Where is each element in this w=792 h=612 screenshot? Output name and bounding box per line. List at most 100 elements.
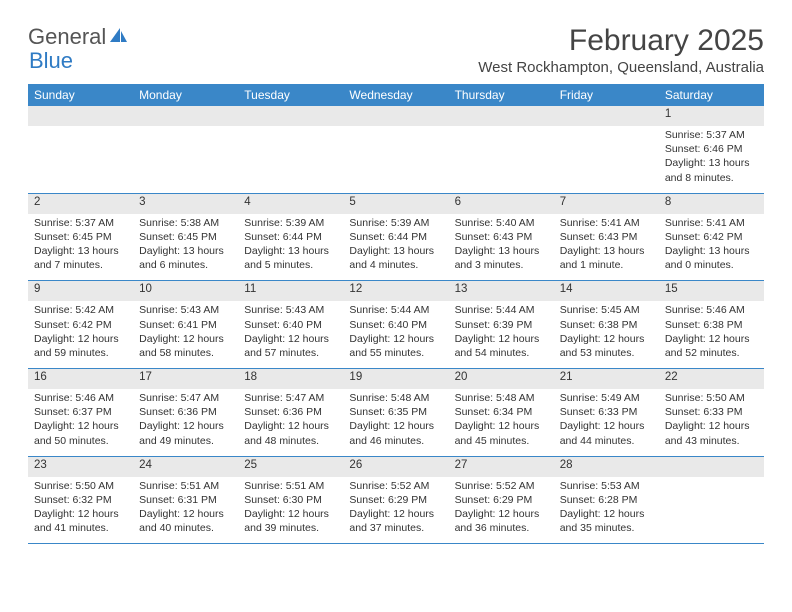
daylight-text: Daylight: 12 hours and 48 minutes.	[244, 419, 339, 447]
logo-text-general: General	[28, 24, 106, 50]
sunrise-text: Sunrise: 5:39 AM	[349, 216, 444, 230]
sunrise-text: Sunrise: 5:51 AM	[139, 479, 234, 493]
day-header-cell: Monday	[133, 84, 238, 106]
day-details-cell: Sunrise: 5:43 AMSunset: 6:40 PMDaylight:…	[238, 301, 343, 368]
day-number: 9	[28, 281, 133, 297]
details-row: Sunrise: 5:37 AMSunset: 6:46 PMDaylight:…	[28, 126, 764, 193]
daylight-text: Daylight: 12 hours and 39 minutes.	[244, 507, 339, 535]
day-cell: 24	[133, 457, 238, 477]
sunset-text: Sunset: 6:31 PM	[139, 493, 234, 507]
day-cell: 16	[28, 369, 133, 389]
day-cell	[238, 106, 343, 126]
day-number	[343, 106, 448, 122]
day-cell: 9	[28, 281, 133, 301]
day-cell: 12	[343, 281, 448, 301]
day-number: 1	[659, 106, 764, 122]
daylight-text: Daylight: 12 hours and 40 minutes.	[139, 507, 234, 535]
sunset-text: Sunset: 6:40 PM	[349, 318, 444, 332]
day-number: 15	[659, 281, 764, 297]
day-cell: 25	[238, 457, 343, 477]
month-title: February 2025	[478, 24, 764, 58]
sunset-text: Sunset: 6:33 PM	[665, 405, 760, 419]
sunset-text: Sunset: 6:41 PM	[139, 318, 234, 332]
day-cell: 23	[28, 457, 133, 477]
day-number: 28	[554, 457, 659, 473]
sail-icon	[108, 24, 128, 50]
sunset-text: Sunset: 6:38 PM	[560, 318, 655, 332]
day-cell: 13	[449, 281, 554, 301]
sunrise-text: Sunrise: 5:40 AM	[455, 216, 550, 230]
details-row: Sunrise: 5:37 AMSunset: 6:45 PMDaylight:…	[28, 214, 764, 281]
daylight-text: Daylight: 12 hours and 35 minutes.	[560, 507, 655, 535]
sunrise-text: Sunrise: 5:51 AM	[244, 479, 339, 493]
details-row: Sunrise: 5:42 AMSunset: 6:42 PMDaylight:…	[28, 301, 764, 368]
day-number: 27	[449, 457, 554, 473]
sunrise-text: Sunrise: 5:50 AM	[665, 391, 760, 405]
daynum-row: 2345678	[28, 194, 764, 214]
day-details-cell: Sunrise: 5:48 AMSunset: 6:34 PMDaylight:…	[449, 389, 554, 456]
daylight-text: Daylight: 13 hours and 3 minutes.	[455, 244, 550, 272]
day-header-cell: Saturday	[659, 84, 764, 106]
day-details-cell: Sunrise: 5:44 AMSunset: 6:39 PMDaylight:…	[449, 301, 554, 368]
daylight-text: Daylight: 12 hours and 45 minutes.	[455, 419, 550, 447]
day-details-cell: Sunrise: 5:50 AMSunset: 6:32 PMDaylight:…	[28, 477, 133, 544]
details-row: Sunrise: 5:46 AMSunset: 6:37 PMDaylight:…	[28, 389, 764, 456]
sunrise-text: Sunrise: 5:44 AM	[455, 303, 550, 317]
day-header-cell: Sunday	[28, 84, 133, 106]
day-cell	[28, 106, 133, 126]
day-cell: 22	[659, 369, 764, 389]
daylight-text: Daylight: 12 hours and 46 minutes.	[349, 419, 444, 447]
day-details-cell: Sunrise: 5:44 AMSunset: 6:40 PMDaylight:…	[343, 301, 448, 368]
day-number: 21	[554, 369, 659, 385]
daynum-row: 16171819202122	[28, 369, 764, 389]
day-cell: 8	[659, 194, 764, 214]
day-number: 23	[28, 457, 133, 473]
day-cell: 7	[554, 194, 659, 214]
logo-text-blue: Blue	[29, 48, 73, 74]
sunset-text: Sunset: 6:43 PM	[560, 230, 655, 244]
week-row: 1 Sunrise: 5:37 AMSunset: 6:46 PMDaylight…	[28, 106, 764, 194]
day-cell: 4	[238, 194, 343, 214]
day-details-cell: Sunrise: 5:52 AMSunset: 6:29 PMDaylight:…	[343, 477, 448, 544]
day-header-cell: Wednesday	[343, 84, 448, 106]
sunrise-text: Sunrise: 5:44 AM	[349, 303, 444, 317]
day-details-cell: Sunrise: 5:41 AMSunset: 6:43 PMDaylight:…	[554, 214, 659, 281]
day-details-cell	[554, 126, 659, 193]
daylight-text: Daylight: 12 hours and 53 minutes.	[560, 332, 655, 360]
day-details-cell: Sunrise: 5:51 AMSunset: 6:31 PMDaylight:…	[133, 477, 238, 544]
day-number: 11	[238, 281, 343, 297]
title-block: February 2025 West Rockhampton, Queensla…	[478, 24, 764, 76]
day-cell: 11	[238, 281, 343, 301]
day-details-cell	[133, 126, 238, 193]
sunrise-text: Sunrise: 5:43 AM	[139, 303, 234, 317]
sunset-text: Sunset: 6:45 PM	[34, 230, 129, 244]
day-details-cell: Sunrise: 5:47 AMSunset: 6:36 PMDaylight:…	[133, 389, 238, 456]
week-row: 16171819202122Sunrise: 5:46 AMSunset: 6:…	[28, 369, 764, 457]
day-number: 20	[449, 369, 554, 385]
daylight-text: Daylight: 13 hours and 0 minutes.	[665, 244, 760, 272]
daylight-text: Daylight: 12 hours and 57 minutes.	[244, 332, 339, 360]
day-cell	[554, 106, 659, 126]
sunset-text: Sunset: 6:34 PM	[455, 405, 550, 419]
day-details-cell: Sunrise: 5:37 AMSunset: 6:45 PMDaylight:…	[28, 214, 133, 281]
day-cell: 21	[554, 369, 659, 389]
day-details-cell	[28, 126, 133, 193]
day-details-cell: Sunrise: 5:53 AMSunset: 6:28 PMDaylight:…	[554, 477, 659, 544]
day-details-cell: Sunrise: 5:38 AMSunset: 6:45 PMDaylight:…	[133, 214, 238, 281]
day-number: 25	[238, 457, 343, 473]
daylight-text: Daylight: 12 hours and 52 minutes.	[665, 332, 760, 360]
daylight-text: Daylight: 12 hours and 54 minutes.	[455, 332, 550, 360]
daylight-text: Daylight: 13 hours and 7 minutes.	[34, 244, 129, 272]
day-details-cell: Sunrise: 5:42 AMSunset: 6:42 PMDaylight:…	[28, 301, 133, 368]
sunset-text: Sunset: 6:36 PM	[244, 405, 339, 419]
daylight-text: Daylight: 13 hours and 6 minutes.	[139, 244, 234, 272]
sunrise-text: Sunrise: 5:38 AM	[139, 216, 234, 230]
day-number	[449, 106, 554, 122]
daylight-text: Daylight: 13 hours and 4 minutes.	[349, 244, 444, 272]
day-header-cell: Tuesday	[238, 84, 343, 106]
sunrise-text: Sunrise: 5:47 AM	[244, 391, 339, 405]
day-number: 2	[28, 194, 133, 210]
day-cell: 20	[449, 369, 554, 389]
sunset-text: Sunset: 6:42 PM	[665, 230, 760, 244]
sunrise-text: Sunrise: 5:43 AM	[244, 303, 339, 317]
